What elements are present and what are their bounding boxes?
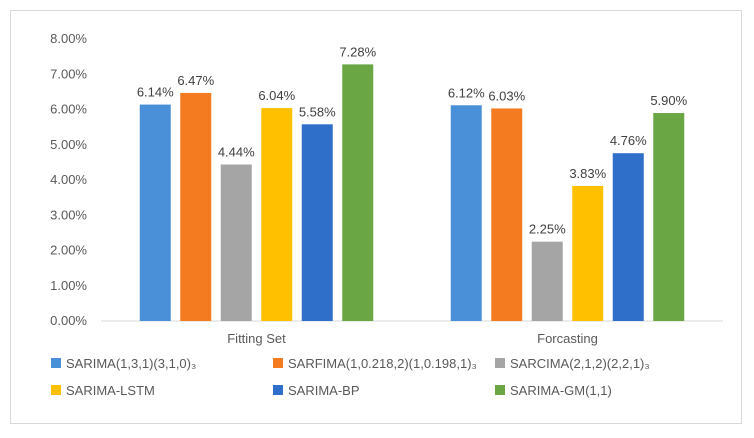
y-tick-label: 0.00% xyxy=(50,313,87,328)
legend-entry: SARIMA-GM(1,1) xyxy=(510,383,612,398)
legend-entry: SARIMA-BP xyxy=(288,383,360,398)
bar xyxy=(301,124,333,322)
bar xyxy=(261,108,293,321)
legend-entry: SARCIMA(2,1,2)(2,2,1)₃ xyxy=(510,356,650,371)
bar-chart: 0.00% 1.00% 2.00% 3.00% 4.00% 5.00% 6.00% 7.00%… xyxy=(50,31,723,398)
legend-swatch xyxy=(495,385,505,395)
data-label: 5.58% xyxy=(299,104,336,119)
data-label: 5.90% xyxy=(650,93,687,108)
data-label: 2.25% xyxy=(529,222,566,237)
y-tick-label: 6.00% xyxy=(50,102,87,117)
data-label: 6.04% xyxy=(258,88,295,103)
legend-entry: SARFIMA(1,0.218,2)(1,0.198,1)₃ xyxy=(288,356,477,371)
legend-swatch xyxy=(51,358,61,368)
data-label: 6.47% xyxy=(177,73,214,88)
data-label: 6.12% xyxy=(448,85,485,100)
data-label: 6.03% xyxy=(488,88,525,103)
category-label: Fitting Set xyxy=(227,331,286,346)
legend-swatch xyxy=(273,358,283,368)
y-tick-label: 7.00% xyxy=(50,66,87,81)
data-label: 4.44% xyxy=(218,144,255,159)
y-tick-label: 5.00% xyxy=(50,137,87,152)
y-tick-label: 1.00% xyxy=(50,278,87,293)
bar xyxy=(612,153,644,321)
data-label: 6.14% xyxy=(137,85,174,100)
legend-swatch xyxy=(495,358,505,368)
y-tick-label: 8.00% xyxy=(50,31,87,46)
y-tick-label: 3.00% xyxy=(50,207,87,222)
y-tick-label: 2.00% xyxy=(50,243,87,258)
legend-swatch xyxy=(51,385,61,395)
chart-frame: 0.00% 1.00% 2.00% 3.00% 4.00% 5.00% 6.00% 7.00%… xyxy=(10,10,742,424)
bar xyxy=(139,104,171,321)
y-tick-label: 4.00% xyxy=(50,172,87,187)
bar xyxy=(653,113,685,322)
bar xyxy=(491,108,523,321)
bar xyxy=(450,105,482,322)
legend-entry: SARIMA(1,3,1)(3,1,0)₃ xyxy=(66,356,196,371)
bar xyxy=(180,92,212,322)
legend-swatch xyxy=(273,385,283,395)
bar xyxy=(342,64,374,321)
category-label: Forcasting xyxy=(537,331,598,346)
bar xyxy=(220,164,252,321)
bar xyxy=(572,185,604,321)
data-label: 7.28% xyxy=(339,44,376,59)
bar xyxy=(531,241,563,321)
legend-entry: SARIMA-LSTM xyxy=(66,383,155,398)
data-label: 3.83% xyxy=(569,166,606,181)
data-label: 4.76% xyxy=(610,133,647,148)
